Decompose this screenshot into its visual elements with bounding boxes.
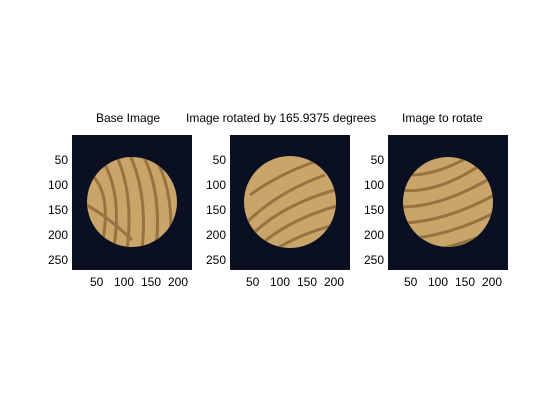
xtick-label: 100 [270, 275, 291, 289]
xtick-label: 50 [404, 275, 418, 289]
xtick-label: 150 [455, 275, 476, 289]
subplot-title: Base Image [96, 111, 161, 125]
xtick-label: 200 [482, 275, 503, 289]
ytick-label: 100 [47, 178, 68, 192]
ytick-label: 150 [205, 203, 226, 217]
ytick-label: 150 [363, 203, 384, 217]
subplot-title: Image rotated by 165.9375 degrees [186, 111, 377, 125]
xtick-label: 200 [324, 275, 345, 289]
ytick-label: 50 [212, 153, 226, 167]
xtick-label: 50 [90, 275, 104, 289]
xtick-label: 150 [141, 275, 162, 289]
subplot-rotated-image: Image rotated by 165.9375 degrees 50 [186, 105, 376, 295]
rotated-image [230, 135, 350, 270]
xtick-label: 100 [428, 275, 449, 289]
image-to-rotate [388, 135, 508, 270]
ytick-label: 100 [205, 178, 226, 192]
ytick-label: 250 [363, 253, 384, 267]
subplot-image-to-rotate: Image to rotate 50 100 150 20 [356, 105, 508, 295]
ytick-label: 50 [54, 153, 68, 167]
ytick-label: 200 [363, 228, 384, 242]
xtick-label: 200 [168, 275, 189, 289]
ytick-label: 100 [363, 178, 384, 192]
xtick-label: 100 [114, 275, 135, 289]
ytick-label: 250 [47, 253, 68, 267]
ytick-label: 250 [205, 253, 226, 267]
subplot-base-image: Base Image 50 100 150 [40, 105, 192, 295]
ytick-label: 200 [47, 228, 68, 242]
ytick-label: 150 [47, 203, 68, 217]
xtick-label: 150 [297, 275, 318, 289]
subplot-title: Image to rotate [402, 111, 483, 125]
base-image [72, 135, 192, 270]
ytick-label: 200 [205, 228, 226, 242]
ytick-label: 50 [370, 153, 384, 167]
xtick-label: 50 [246, 275, 260, 289]
